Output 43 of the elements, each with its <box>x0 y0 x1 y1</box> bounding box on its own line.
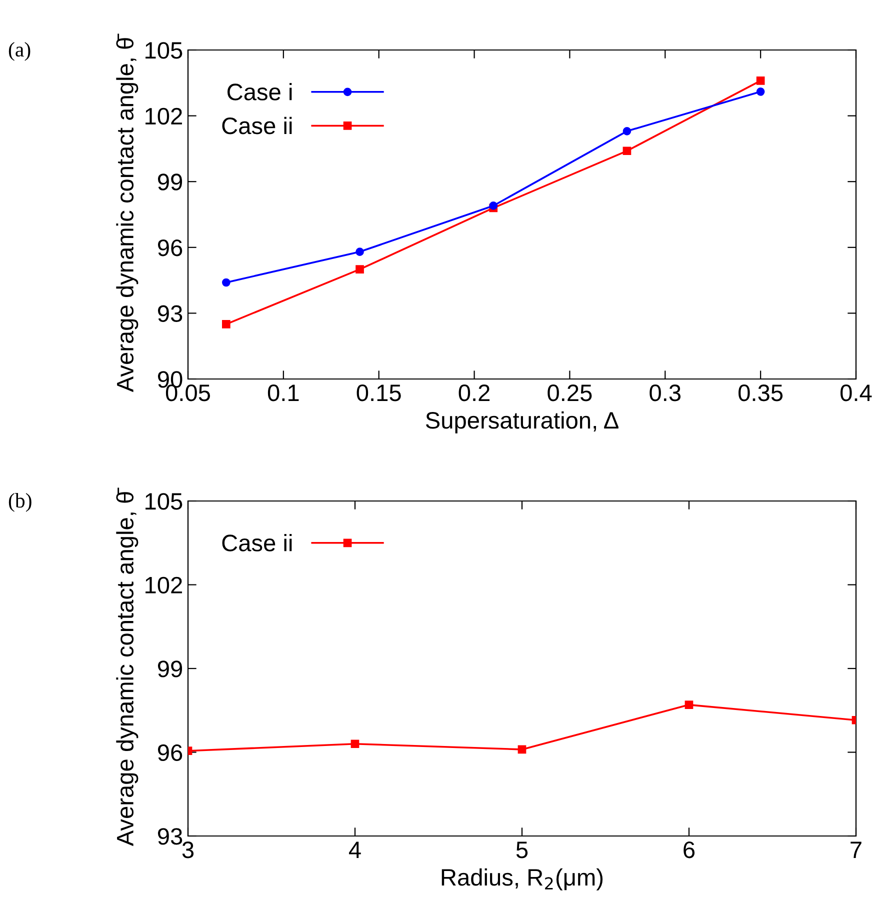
y-tick-label: 102 <box>146 108 182 125</box>
x-axis-title: Radius, R$_{2}$(μm) <box>442 868 603 890</box>
x-tick-label: 6 <box>684 841 695 858</box>
x-tick-label: 3 <box>182 841 194 858</box>
x-tick-label: 4 <box>348 842 361 858</box>
y-tick-label: 102 <box>146 576 182 594</box>
legend-label: Case ii <box>222 116 292 134</box>
point <box>222 320 230 328</box>
y-tick-label: 96 <box>158 239 182 256</box>
legend-label: Case i <box>228 83 292 100</box>
y-tick-label: 96 <box>158 744 182 762</box>
legend-label: Case ii <box>222 534 292 552</box>
point <box>622 126 632 136</box>
point <box>684 700 694 709</box>
x-axis-title: Supersaturation, Δ <box>426 411 618 434</box>
y-tick-label: 99 <box>158 174 182 190</box>
y-tick-label: 99 <box>158 660 182 678</box>
y-tick-label: 105 <box>146 493 182 510</box>
point <box>489 202 498 210</box>
point <box>222 278 230 287</box>
x-tick-label: 0.4 <box>840 384 872 402</box>
x-tick-label: 5 <box>516 842 528 858</box>
point <box>356 248 364 256</box>
point <box>622 146 632 156</box>
y-tick-label: 93 <box>158 828 182 845</box>
x-tick-label: 0.2 <box>458 384 490 402</box>
x-tick-label: 0.15 <box>356 384 401 402</box>
x-tick-label: 7 <box>850 842 862 858</box>
y-axis-title: Average dynamic contact angle, θ̄ <box>116 34 138 392</box>
y-tick-label: 105 <box>146 42 182 59</box>
x-tick-label: 0.25 <box>548 384 592 402</box>
text: (b) <box>8 493 32 512</box>
x-tick-label: 0.1 <box>268 384 299 402</box>
point <box>756 88 765 96</box>
point <box>756 76 765 85</box>
point <box>356 265 364 274</box>
x-tick-label: 0.3 <box>650 384 681 402</box>
point <box>518 745 526 754</box>
y-axis-title: Average dynamic contact angle, θ̄ <box>116 488 138 846</box>
point <box>350 740 360 748</box>
text: (a) <box>8 42 30 61</box>
x-tick-label: 0.35 <box>738 384 783 402</box>
y-tick-label: 93 <box>158 305 182 322</box>
